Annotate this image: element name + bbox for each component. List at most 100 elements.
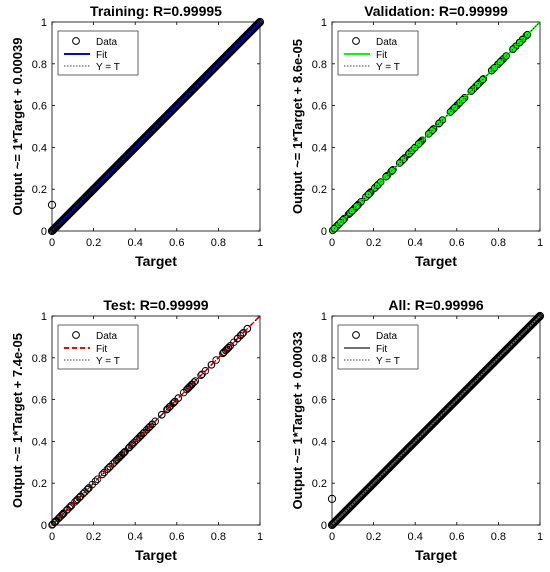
data-point xyxy=(128,440,136,449)
data-point xyxy=(140,428,148,437)
data-point xyxy=(174,394,182,402)
y-tick-label: 1 xyxy=(321,311,327,323)
x-tick-label: 0.8 xyxy=(491,531,506,543)
data-point xyxy=(134,434,142,443)
y-tick-label: 0.6 xyxy=(32,101,47,113)
data-points xyxy=(48,324,252,529)
chart-title: All: R=0.99996 xyxy=(388,297,484,313)
chart-panel-1: Validation: R=0.99999 0 0.2 0.4 0.6 0.8 1 0 0.2 0… xyxy=(290,3,543,269)
data-point xyxy=(163,404,172,413)
data-point xyxy=(535,312,544,321)
data-point xyxy=(103,465,112,474)
data-point xyxy=(221,346,230,355)
y-tick-label: 0.4 xyxy=(312,436,327,448)
chart-title: Test: R=0.99999 xyxy=(103,297,208,313)
y-tick-label: 0.2 xyxy=(312,478,327,490)
legend-label-data: Data xyxy=(376,37,398,48)
data-point xyxy=(117,451,126,460)
x-tick-label: 1 xyxy=(257,237,263,249)
data-point xyxy=(106,462,114,471)
x-tick-label: 0.4 xyxy=(408,237,423,249)
x-tick-label: 0 xyxy=(49,531,55,543)
y-tick-label: 0.2 xyxy=(32,478,47,490)
legend-label-fit: Fit xyxy=(96,344,107,355)
y-tick-label: 0.6 xyxy=(32,395,47,407)
outlier-point xyxy=(327,494,337,503)
chart-title: Validation: R=0.99999 xyxy=(364,3,508,19)
y-tick-label: 0 xyxy=(41,226,47,238)
legend-data-marker xyxy=(72,331,80,339)
y-tick-label: 1 xyxy=(321,17,327,29)
y-tick-label: 0.8 xyxy=(312,59,327,71)
x-tick-label: 0.4 xyxy=(128,531,143,543)
identity-line xyxy=(51,315,261,526)
data-point xyxy=(197,371,205,380)
identity-line xyxy=(51,21,261,232)
y-tick-label: 0.8 xyxy=(32,59,47,71)
data-point xyxy=(233,334,242,343)
data-point xyxy=(169,399,177,408)
data-point xyxy=(51,517,60,526)
chart-panel-2: Test: R=0.99999 0 0.2 0.4 0.6 0.8 1 0 0.2 0.4 0.6 0… xyxy=(10,297,263,563)
data-point xyxy=(75,493,83,502)
x-tick-label: 0.6 xyxy=(449,531,464,543)
y-axis-label: Output ~= 1*Target + 0.00033 xyxy=(290,332,305,510)
y-tick-label: 0.6 xyxy=(312,395,327,407)
data-points xyxy=(47,17,265,236)
y-tick-label: 0 xyxy=(41,520,47,532)
x-tick-label: 0.8 xyxy=(211,237,226,249)
x-tick-label: 0 xyxy=(329,531,335,543)
x-tick-label: 0.2 xyxy=(86,237,101,249)
data-point xyxy=(243,324,252,333)
data-point xyxy=(113,455,122,464)
identity-line xyxy=(331,315,541,526)
x-tick-label: 0 xyxy=(49,237,55,249)
legend-label-fit: Fit xyxy=(96,50,107,61)
y-axis-label: Output ~= 1*Target + 7.4e-05 xyxy=(10,333,25,508)
data-point xyxy=(534,313,543,322)
data-point xyxy=(144,424,153,432)
x-tick-label: 0.4 xyxy=(408,531,423,543)
data-point xyxy=(67,501,76,510)
data-point xyxy=(255,18,264,27)
legend-data-marker xyxy=(352,37,360,45)
chart-panel-0: Training: R=0.99995 0 0.2 0.4 0.6 0.8 1 0 0.2 0.4… xyxy=(10,3,265,269)
data-point xyxy=(111,458,119,466)
data-point xyxy=(219,349,227,357)
y-tick-label: 0.8 xyxy=(32,353,47,365)
x-tick-label: 0.2 xyxy=(366,237,381,249)
data-point xyxy=(533,314,542,323)
x-tick-label: 0.6 xyxy=(449,237,464,249)
legend-label-identity: Y = T xyxy=(376,62,400,73)
data-point xyxy=(104,464,113,472)
legend-label-data: Data xyxy=(376,331,398,342)
x-axis-label: Target xyxy=(415,547,457,563)
data-point xyxy=(119,449,128,458)
outlier-point xyxy=(47,200,57,209)
y-tick-label: 0.4 xyxy=(32,436,47,448)
data-point xyxy=(207,360,216,369)
y-axis-label: Output ~= 1*Target + 8.6e-05 xyxy=(290,39,305,214)
data-point xyxy=(73,495,82,504)
data-point xyxy=(212,356,220,364)
data-point xyxy=(255,17,265,27)
legend-data-marker xyxy=(352,331,360,339)
legend-data-marker xyxy=(72,37,80,45)
data-point xyxy=(179,388,188,397)
y-tick-label: 0.6 xyxy=(312,101,327,113)
x-tick-label: 0.8 xyxy=(211,531,226,543)
chart-panel-3: All: R=0.99996 0 0.2 0.4 0.6 0.8 1 0 0.2 0.4 0.6 0.… xyxy=(290,297,545,563)
x-tick-label: 1 xyxy=(537,531,543,543)
legend-label-fit: Fit xyxy=(376,344,387,355)
x-tick-label: 0 xyxy=(329,237,335,249)
data-point xyxy=(56,513,64,521)
y-tick-label: 0.8 xyxy=(312,353,327,365)
data-point xyxy=(72,496,81,505)
identity-line xyxy=(331,21,541,232)
data-point xyxy=(220,348,228,356)
y-tick-label: 0.4 xyxy=(312,142,327,154)
legend-label-data: Data xyxy=(96,331,118,342)
